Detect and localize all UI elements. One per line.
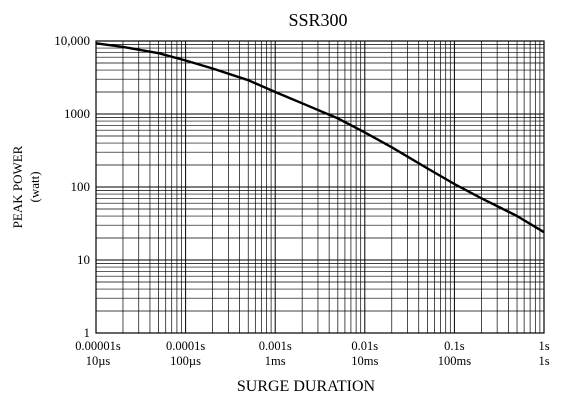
x-axis-label: SURGE DURATION [237, 378, 376, 395]
y-tick-label: 100 [71, 179, 91, 194]
x-tick-sublabel: 10ms [351, 354, 378, 368]
x-tick-sublabel: 100ms [438, 354, 471, 368]
y-tick-label: 10 [77, 252, 90, 267]
x-tick-sublabel: 100µs [170, 354, 201, 368]
y-tick-label: 10,000 [54, 33, 90, 48]
y-tick-label: 1000 [64, 106, 90, 121]
x-tick-label: 0.00001s [75, 339, 121, 353]
y-tick-label: 1 [84, 325, 91, 340]
x-tick-sublabel: 1s [538, 354, 549, 368]
plot-frame [95, 40, 545, 334]
x-tick-label: 0.001s [259, 339, 292, 353]
x-tick-label: 0.1s [444, 339, 465, 353]
x-tick-label: 1s [538, 339, 549, 353]
x-tick-sublabel: 10µs [86, 354, 111, 368]
series-line [95, 42, 545, 234]
x-tick-sublabel: 1ms [265, 354, 286, 368]
y-axis-unit: (watt) [27, 171, 42, 202]
y-axis-ticks: 10,000 1000 100 10 1 [54, 33, 90, 340]
grid [96, 41, 544, 333]
chart-title: SSR300 [288, 10, 347, 30]
x-tick-label: 0.01s [351, 339, 378, 353]
x-tick-label: 0.0001s [166, 339, 205, 353]
x-axis-ticks: 0.00001s10µs0.0001s100µs0.001s1ms0.01s10… [75, 339, 549, 368]
y-axis-label: PEAK POWER [10, 145, 25, 228]
